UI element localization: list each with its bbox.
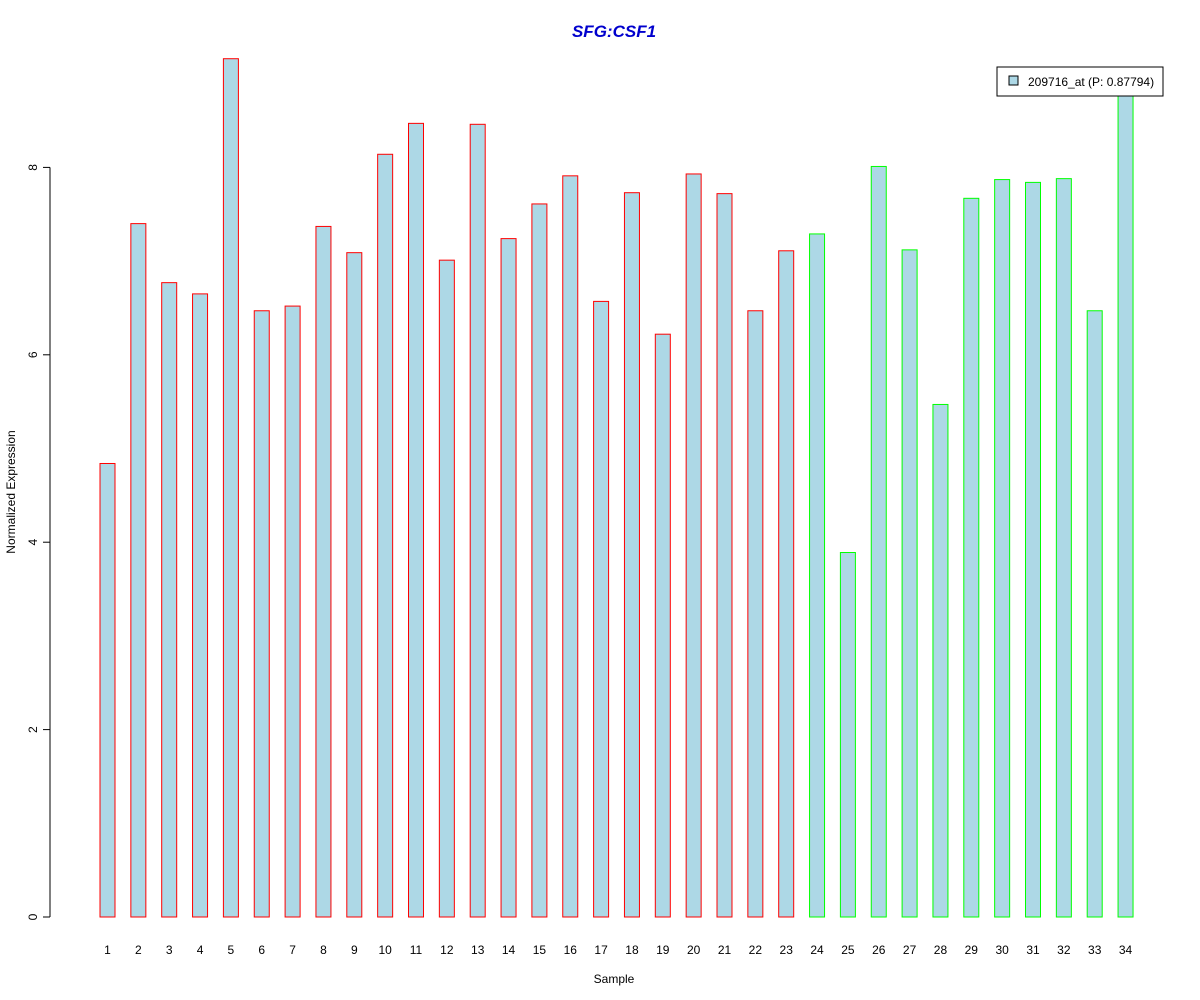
bar-sample-28 xyxy=(932,403,949,918)
legend-label: 209716_at (P: 0.87794) xyxy=(1028,75,1154,89)
y-axis: 0 2 4 6 8 xyxy=(26,164,50,920)
x-tick-label: 20 xyxy=(687,943,701,957)
bar-sample-22 xyxy=(747,310,764,918)
bar-sample-20 xyxy=(685,173,702,918)
bar-sample-14 xyxy=(500,238,517,918)
bar-sample-3 xyxy=(161,282,178,918)
bar-sample-13 xyxy=(469,123,486,918)
x-tick-label: 4 xyxy=(197,943,204,957)
bar-sample-26 xyxy=(870,165,887,918)
bar-sample-19 xyxy=(654,333,671,918)
x-tick-label: 18 xyxy=(625,943,639,957)
bar-sample-27 xyxy=(901,249,918,918)
x-tick-label: 6 xyxy=(258,943,265,957)
bar-sample-12 xyxy=(438,259,455,918)
bar-sample-4 xyxy=(192,293,209,918)
bar-sample-6 xyxy=(253,310,270,918)
bar-sample-31 xyxy=(1025,181,1041,918)
x-tick-label: 22 xyxy=(749,943,763,957)
bar-sample-9 xyxy=(346,252,363,918)
x-tick-label: 24 xyxy=(810,943,824,957)
x-tick-label: 21 xyxy=(718,943,732,957)
x-tick-label: 27 xyxy=(903,943,917,957)
x-tick-label: 15 xyxy=(533,943,547,957)
y-tick-label: 8 xyxy=(26,164,40,171)
x-tick-label: 3 xyxy=(166,943,173,957)
x-tick-label: 9 xyxy=(351,943,358,957)
bar-sample-11 xyxy=(408,122,424,918)
x-tick-label: 31 xyxy=(1026,943,1040,957)
x-tick-label: 29 xyxy=(965,943,979,957)
x-tick-label: 14 xyxy=(502,943,516,957)
x-tick-label: 26 xyxy=(872,943,886,957)
bar-sample-21 xyxy=(716,193,733,918)
bar-sample-16 xyxy=(562,175,579,918)
bar-sample-25 xyxy=(839,552,856,918)
x-axis-title: Sample xyxy=(594,972,635,986)
bar-sample-8 xyxy=(315,225,332,918)
bar-sample-2 xyxy=(130,223,147,918)
x-tick-label: 5 xyxy=(228,943,235,957)
x-tick-label: 13 xyxy=(471,943,485,957)
bar-sample-32 xyxy=(1055,178,1072,918)
bar-sample-17 xyxy=(593,300,610,918)
x-tick-label: 16 xyxy=(564,943,578,957)
bar-sample-18 xyxy=(623,192,640,918)
y-tick-label: 4 xyxy=(26,539,40,546)
x-tick-label: 30 xyxy=(995,943,1009,957)
legend: 209716_at (P: 0.87794) xyxy=(996,66,1164,97)
x-tick-label: 28 xyxy=(934,943,948,957)
bars xyxy=(99,58,1134,918)
x-tick-label: 12 xyxy=(440,943,454,957)
y-tick-label: 2 xyxy=(26,726,40,733)
x-axis: 1 2 3 4 5 6 7 8 9 10 11 12 13 14 15 16 17 18 19 20 21 22 23 24 2… xyxy=(104,943,1132,957)
bar-sample-23 xyxy=(778,250,795,918)
x-tick-label: 10 xyxy=(378,943,392,957)
x-tick-label: 17 xyxy=(594,943,608,957)
x-tick-label: 8 xyxy=(320,943,327,957)
bar-sample-24 xyxy=(809,233,826,918)
bar-sample-1 xyxy=(99,462,116,918)
y-tick-label: 6 xyxy=(26,351,40,358)
bar-sample-5 xyxy=(222,58,239,918)
x-tick-label: 1 xyxy=(104,943,111,957)
bar-sample-34 xyxy=(1117,90,1134,918)
bar-sample-30 xyxy=(994,179,1011,918)
x-tick-label: 33 xyxy=(1088,943,1102,957)
x-tick-label: 23 xyxy=(780,943,794,957)
x-tick-label: 19 xyxy=(656,943,670,957)
x-tick-label: 2 xyxy=(135,943,142,957)
x-tick-label: 11 xyxy=(410,943,423,957)
x-tick-label: 32 xyxy=(1057,943,1071,957)
bar-sample-7 xyxy=(284,305,301,918)
x-tick-label: 34 xyxy=(1119,943,1133,957)
y-axis-title: Normalized Expression xyxy=(4,430,18,553)
x-tick-label: 7 xyxy=(289,943,296,957)
bar-sample-33 xyxy=(1086,310,1103,918)
y-tick-label: 0 xyxy=(26,913,40,920)
legend-swatch xyxy=(1008,75,1019,86)
bar-sample-15 xyxy=(531,203,548,918)
x-tick-label: 25 xyxy=(841,943,855,957)
chart-title: SFG:CSF1 xyxy=(572,22,656,41)
bar-sample-29 xyxy=(963,197,980,918)
bar-sample-10 xyxy=(377,153,394,918)
legend-box xyxy=(996,66,1164,97)
